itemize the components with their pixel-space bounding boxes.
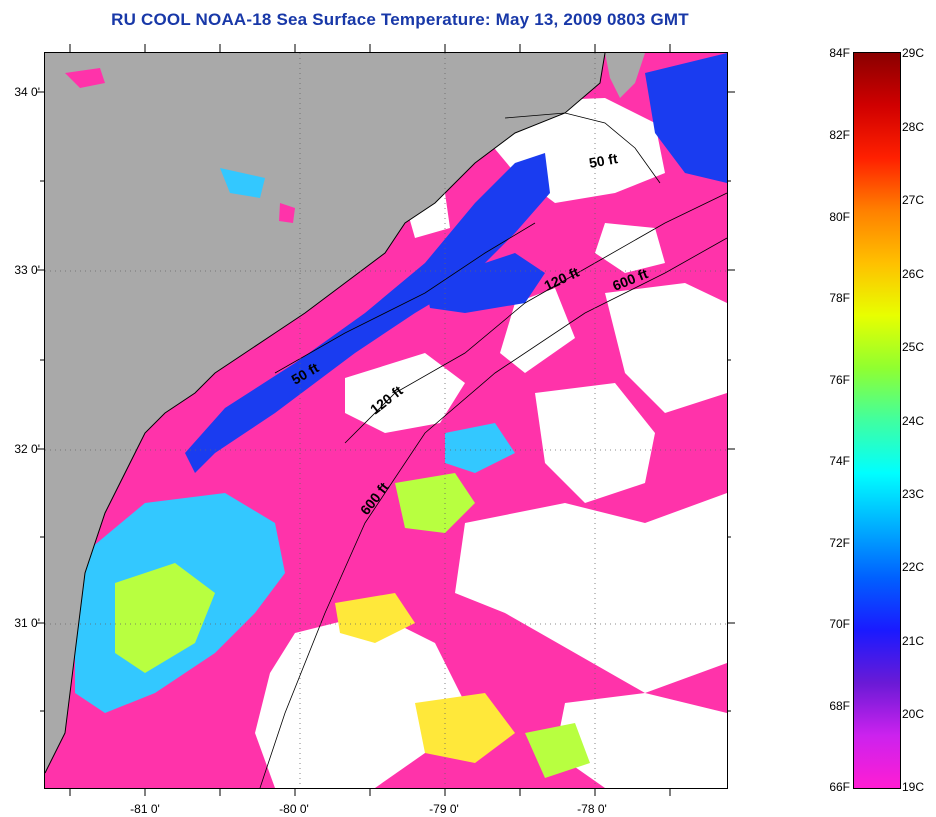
land-mass — [45, 53, 605, 773]
colorbar-f-label: 78F — [829, 291, 850, 305]
colorbar-c-label: 26C — [902, 267, 925, 281]
coastline — [45, 53, 606, 774]
colorbar-c-label: 22C — [902, 560, 925, 574]
colorbar-f-label: 84F — [829, 46, 850, 60]
longitude-label: -78 0' — [577, 802, 607, 816]
longitude-label: -81 0' — [130, 802, 160, 816]
colorbar-f-label: 76F — [829, 373, 850, 387]
colorbar-c-label: 25C — [902, 340, 925, 354]
cloud-region — [605, 283, 727, 413]
warm-patch — [395, 473, 475, 533]
colorbar-c-label: 21C — [902, 634, 925, 648]
warm-patch — [445, 423, 515, 473]
colorbar-f-label: 74F — [829, 454, 850, 468]
sst-map-svg: 50 ft 120 ft 600 ft 50 ft 120 ft 600 ft — [45, 53, 727, 788]
page-title: RU COOL NOAA-18 Sea Surface Temperature:… — [111, 10, 689, 29]
warm-patch — [415, 693, 515, 763]
depth-contour-50ft — [504, 112, 661, 184]
warm-patch — [525, 723, 590, 778]
lat-lon-grid — [45, 53, 727, 788]
cloud-region — [500, 288, 575, 373]
colorbar-f-label: 68F — [829, 699, 850, 713]
latitude-label: 33 0' — [14, 263, 40, 277]
colorbar-c-label: 29C — [902, 46, 925, 60]
land-mass — [605, 53, 645, 98]
latitude-label: 32 0' — [14, 442, 40, 456]
cloud-region — [595, 223, 665, 273]
colorbar-f-label: 80F — [829, 210, 850, 224]
colorbar-c-label: 27C — [902, 193, 925, 207]
longitude-label: -79 0' — [429, 802, 459, 816]
colorbar-f-label: 72F — [829, 536, 850, 550]
depth-contour-600ft — [259, 237, 727, 788]
nearshore-cool-band — [425, 253, 545, 313]
cloud-region — [555, 693, 727, 788]
sst-map[interactable]: 50 ft 120 ft 600 ft 50 ft 120 ft 600 ft — [44, 52, 728, 789]
warm-patch — [335, 593, 415, 643]
offshore-cool-patch — [645, 53, 727, 183]
warm-shelf-water — [115, 563, 215, 673]
cloud-region — [455, 493, 727, 693]
contour-label: 50 ft — [588, 150, 619, 171]
inland-water-patch — [279, 203, 295, 223]
latitude-label: 31 0' — [14, 616, 40, 630]
colorbar-c-label: 20C — [902, 707, 925, 721]
inland-water-patch — [65, 68, 105, 88]
colorbar-f-label: 66F — [829, 780, 850, 794]
inland-water-patch — [220, 168, 265, 198]
colorbar-c-label: 28C — [902, 120, 925, 134]
longitude-label: -80 0' — [279, 802, 309, 816]
depth-contour-50ft — [274, 222, 536, 374]
colorbar-f-label: 70F — [829, 617, 850, 631]
colorbar-f-label: 82F — [829, 128, 850, 142]
colorbar-c-label: 19C — [902, 780, 925, 794]
nearshore-cool-band — [185, 153, 550, 473]
colorbar-c-label: 23C — [902, 487, 925, 501]
temperature-colorbar — [853, 52, 901, 789]
latitude-label: 34 0' — [14, 85, 40, 99]
colorbar-c-label: 24C — [902, 414, 925, 428]
depth-contour-120ft — [344, 192, 727, 444]
